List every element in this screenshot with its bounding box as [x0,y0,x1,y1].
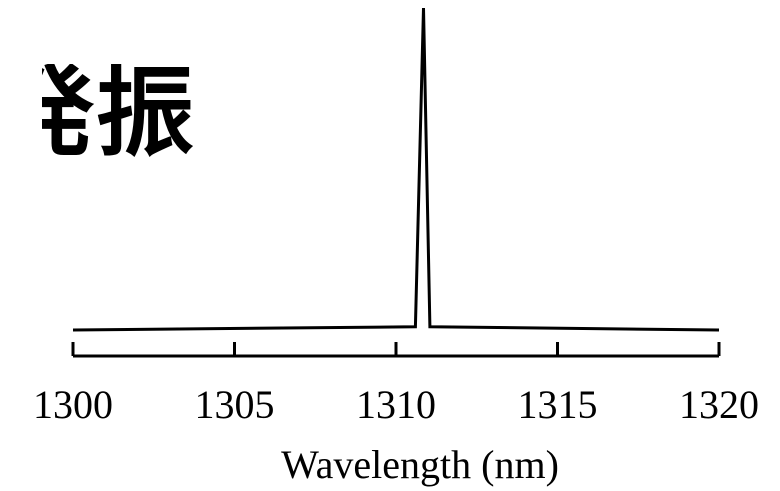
x-axis: 1300 1305 1310 1315 1320 [33,342,759,427]
x-axis-label: Wavelength (nm) [281,442,559,487]
page-title: 発振 [0,56,197,170]
plot-area [72,7,720,332]
series-line-0 [72,7,720,332]
x-tick-label-1310: 1310 [356,382,436,427]
x-tick-label-1320: 1320 [679,382,759,427]
x-tick-label-1300: 1300 [33,382,113,427]
x-tick-label-1315: 1315 [518,382,598,427]
x-tick-label-1305: 1305 [195,382,275,427]
